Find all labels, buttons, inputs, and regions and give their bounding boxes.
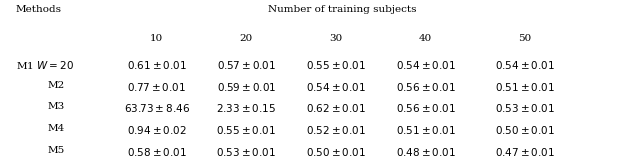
Text: $0.94 \pm 0.02$: $0.94 \pm 0.02$ bbox=[127, 124, 187, 136]
Text: M1 $W = 20$: M1 $W = 20$ bbox=[16, 59, 74, 71]
Text: M4: M4 bbox=[48, 124, 65, 133]
Text: M5: M5 bbox=[48, 146, 65, 155]
Text: $0.50 \pm 0.01$: $0.50 \pm 0.01$ bbox=[306, 146, 366, 158]
Text: Methods: Methods bbox=[16, 5, 62, 14]
Text: $0.58 \pm 0.01$: $0.58 \pm 0.01$ bbox=[127, 146, 187, 158]
Text: $0.52 \pm 0.01$: $0.52 \pm 0.01$ bbox=[306, 124, 366, 136]
Text: $0.54 \pm 0.01$: $0.54 \pm 0.01$ bbox=[495, 59, 555, 71]
Text: 20: 20 bbox=[240, 34, 253, 43]
Text: 10: 10 bbox=[150, 34, 163, 43]
Text: $63.73 \pm 8.46$: $63.73 \pm 8.46$ bbox=[124, 102, 190, 114]
Text: M2: M2 bbox=[48, 81, 65, 90]
Text: 30: 30 bbox=[330, 34, 342, 43]
Text: $0.55 \pm 0.01$: $0.55 \pm 0.01$ bbox=[306, 59, 366, 71]
Text: 40: 40 bbox=[419, 34, 432, 43]
Text: $0.56 \pm 0.01$: $0.56 \pm 0.01$ bbox=[396, 102, 456, 114]
Text: M3: M3 bbox=[48, 102, 65, 111]
Text: $2.33 \pm 0.15$: $2.33 \pm 0.15$ bbox=[216, 102, 276, 114]
Text: $0.47 \pm 0.01$: $0.47 \pm 0.01$ bbox=[495, 146, 555, 158]
Text: $0.50 \pm 0.01$: $0.50 \pm 0.01$ bbox=[495, 124, 555, 136]
Text: $0.57 \pm 0.01$: $0.57 \pm 0.01$ bbox=[217, 59, 276, 71]
Text: $0.54 \pm 0.01$: $0.54 \pm 0.01$ bbox=[396, 59, 456, 71]
Text: 50: 50 bbox=[518, 34, 531, 43]
Text: Number of training subjects: Number of training subjects bbox=[268, 5, 417, 14]
Text: $0.53 \pm 0.01$: $0.53 \pm 0.01$ bbox=[216, 146, 276, 158]
Text: $0.55 \pm 0.01$: $0.55 \pm 0.01$ bbox=[216, 124, 276, 136]
Text: $0.56 \pm 0.01$: $0.56 \pm 0.01$ bbox=[396, 81, 456, 93]
Text: $0.54 \pm 0.01$: $0.54 \pm 0.01$ bbox=[306, 81, 366, 93]
Text: $0.51 \pm 0.01$: $0.51 \pm 0.01$ bbox=[396, 124, 456, 136]
Text: $0.62 \pm 0.01$: $0.62 \pm 0.01$ bbox=[306, 102, 366, 114]
Text: $0.61 \pm 0.01$: $0.61 \pm 0.01$ bbox=[127, 59, 187, 71]
Text: $0.77 \pm 0.01$: $0.77 \pm 0.01$ bbox=[127, 81, 186, 93]
Text: $0.51 \pm 0.01$: $0.51 \pm 0.01$ bbox=[495, 81, 555, 93]
Text: $0.53 \pm 0.01$: $0.53 \pm 0.01$ bbox=[495, 102, 555, 114]
Text: $0.59 \pm 0.01$: $0.59 \pm 0.01$ bbox=[217, 81, 276, 93]
Text: $0.48 \pm 0.01$: $0.48 \pm 0.01$ bbox=[396, 146, 456, 158]
